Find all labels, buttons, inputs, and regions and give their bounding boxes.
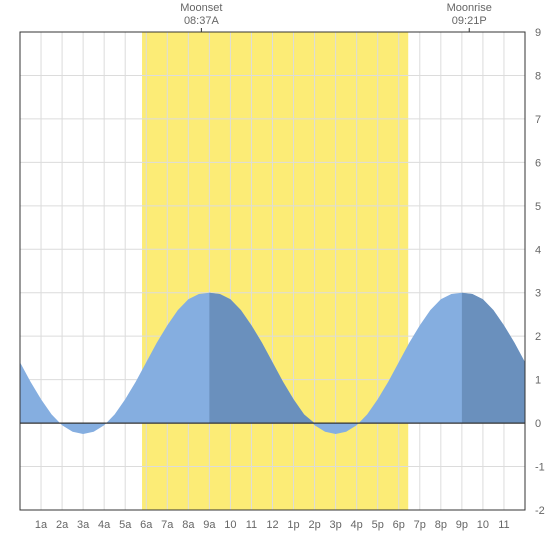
- moon-event-label: Moonset08:37A: [171, 2, 231, 28]
- y-tick-label: 6: [535, 157, 541, 169]
- y-tick-label: 0: [535, 418, 541, 430]
- daylight-band: [142, 32, 408, 510]
- x-tick-label: 3p: [330, 519, 342, 531]
- x-tick-label: 8p: [435, 519, 447, 531]
- x-tick-label: 3a: [77, 519, 90, 531]
- x-tick-label: 7p: [414, 519, 426, 531]
- x-tick-label: 10: [477, 519, 489, 531]
- x-tick-label: 11: [246, 519, 257, 531]
- x-tick-label: 12: [266, 519, 278, 531]
- y-tick-label: -2: [535, 505, 545, 517]
- y-tick-label: 7: [535, 114, 541, 126]
- y-tick-label: 5: [535, 201, 541, 213]
- y-tick-label: 9: [535, 27, 541, 39]
- moon-event-time: 08:37A: [171, 15, 231, 28]
- x-tick-label: 2a: [56, 519, 69, 531]
- y-tick-label: 8: [535, 70, 541, 82]
- x-tick-label: 8a: [182, 519, 195, 531]
- x-tick-label: 4a: [98, 519, 111, 531]
- x-tick-label: 5a: [119, 519, 132, 531]
- moon-event-label: Moonrise09:21P: [439, 2, 499, 28]
- chart-svg: 1a2a3a4a5a6a7a8a9a1011121p2p3p4p5p6p7p8p…: [0, 0, 550, 550]
- moon-event-title: Moonrise: [439, 2, 499, 15]
- x-tick-label: 5p: [372, 519, 384, 531]
- x-tick-label: 1p: [287, 519, 299, 531]
- x-tick-label: 4p: [351, 519, 363, 531]
- x-tick-label: 10: [224, 519, 236, 531]
- x-tick-label: 1a: [35, 519, 48, 531]
- y-tick-label: 2: [535, 331, 541, 343]
- moon-event-time: 09:21P: [439, 15, 499, 28]
- tide-chart: 1a2a3a4a5a6a7a8a9a1011121p2p3p4p5p6p7p8p…: [0, 0, 550, 550]
- x-tick-label: 7a: [161, 519, 174, 531]
- x-tick-label: 9p: [456, 519, 468, 531]
- y-tick-label: -1: [535, 462, 545, 474]
- x-tick-label: 2p: [308, 519, 320, 531]
- x-tick-label: 9a: [203, 519, 216, 531]
- x-tick-label: 11: [498, 519, 509, 531]
- x-tick-label: 6a: [140, 519, 153, 531]
- y-tick-label: 1: [535, 375, 541, 387]
- y-tick-label: 4: [535, 244, 541, 256]
- x-tick-label: 6p: [393, 519, 405, 531]
- y-tick-label: 3: [535, 288, 541, 300]
- moon-event-title: Moonset: [171, 2, 231, 15]
